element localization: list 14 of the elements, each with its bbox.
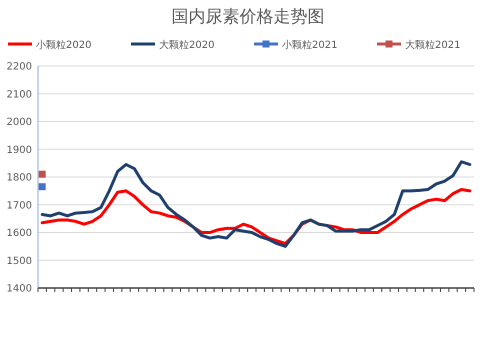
- y-tick-label: 1700: [6, 200, 32, 212]
- y-tick-label: 1400: [6, 284, 32, 294]
- y-tick-label: 1900: [6, 144, 32, 156]
- legend-label: 小颗粒2020: [36, 39, 92, 51]
- y-tick-label: 2000: [6, 117, 32, 128]
- y-tick-label: 1600: [6, 228, 32, 239]
- chart-title: 国内尿素价格走势图: [172, 7, 324, 27]
- y-tick-label: 2100: [6, 89, 32, 100]
- legend-label: 大颗粒2020: [159, 39, 214, 51]
- y-tick-label: 2200: [6, 62, 32, 72]
- legend-label: 大颗粒2021: [405, 39, 460, 51]
- legend-label: 小颗粒2021: [282, 39, 338, 51]
- y-tick-label: 1500: [6, 256, 32, 267]
- y-tick-label: 1800: [6, 172, 32, 184]
